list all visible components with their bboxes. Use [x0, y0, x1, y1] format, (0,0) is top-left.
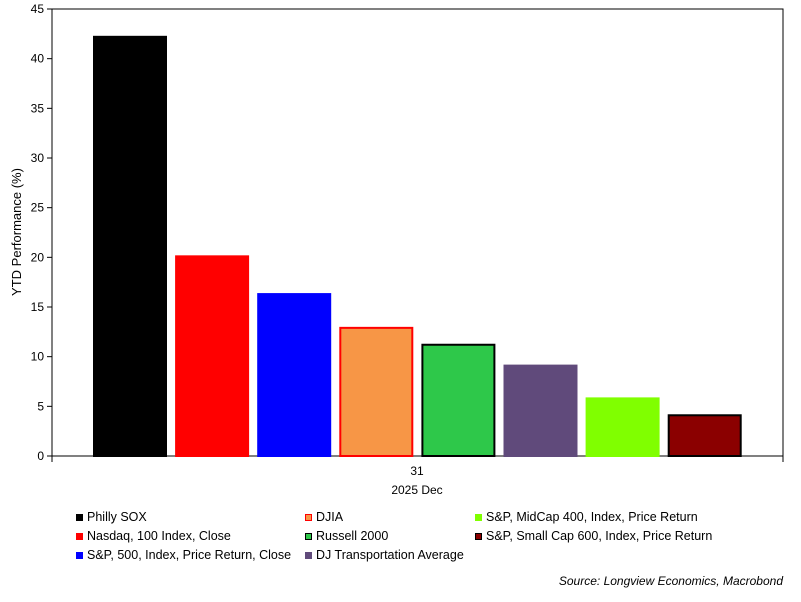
plot-area [51, 8, 784, 457]
y-tick-label: 15 [31, 300, 45, 314]
bar-dj-transportation-average [503, 364, 578, 457]
y-tick-label: 5 [37, 399, 44, 413]
bar-s-p-small-cap-600-index-price-return [667, 414, 742, 458]
y-tick-label: 35 [31, 101, 45, 115]
y-tick-label: 0 [37, 449, 44, 463]
y-tick-label: 10 [31, 350, 45, 364]
y-tick-label: 25 [31, 201, 45, 215]
x-axis: 31 2025 Dec [51, 456, 784, 497]
y-axis-label: YTD Performance (%) [9, 168, 24, 296]
bar-djia [339, 326, 414, 457]
bar-nasdaq-100-index-close [175, 255, 250, 457]
source-note: Source: Longview Economics, Macrobond [558, 574, 783, 588]
bar-s-p-midcap-400-index-price-return [585, 397, 660, 457]
x-tick-month: 2025 Dec [391, 483, 442, 497]
bar-russell-2000 [421, 343, 496, 458]
y-axis: 0 5 10 15 20 25 30 35 40 45 [31, 2, 52, 463]
bar-philly-sox [93, 35, 167, 458]
bars-group [93, 35, 742, 458]
y-tick-label: 45 [31, 2, 45, 16]
y-tick-label: 40 [31, 52, 45, 66]
bar-s-p-500-index-price-return-close [257, 293, 332, 457]
x-tick-day: 31 [410, 464, 424, 478]
y-tick-label: 30 [31, 151, 45, 165]
y-tick-label: 20 [31, 250, 45, 264]
